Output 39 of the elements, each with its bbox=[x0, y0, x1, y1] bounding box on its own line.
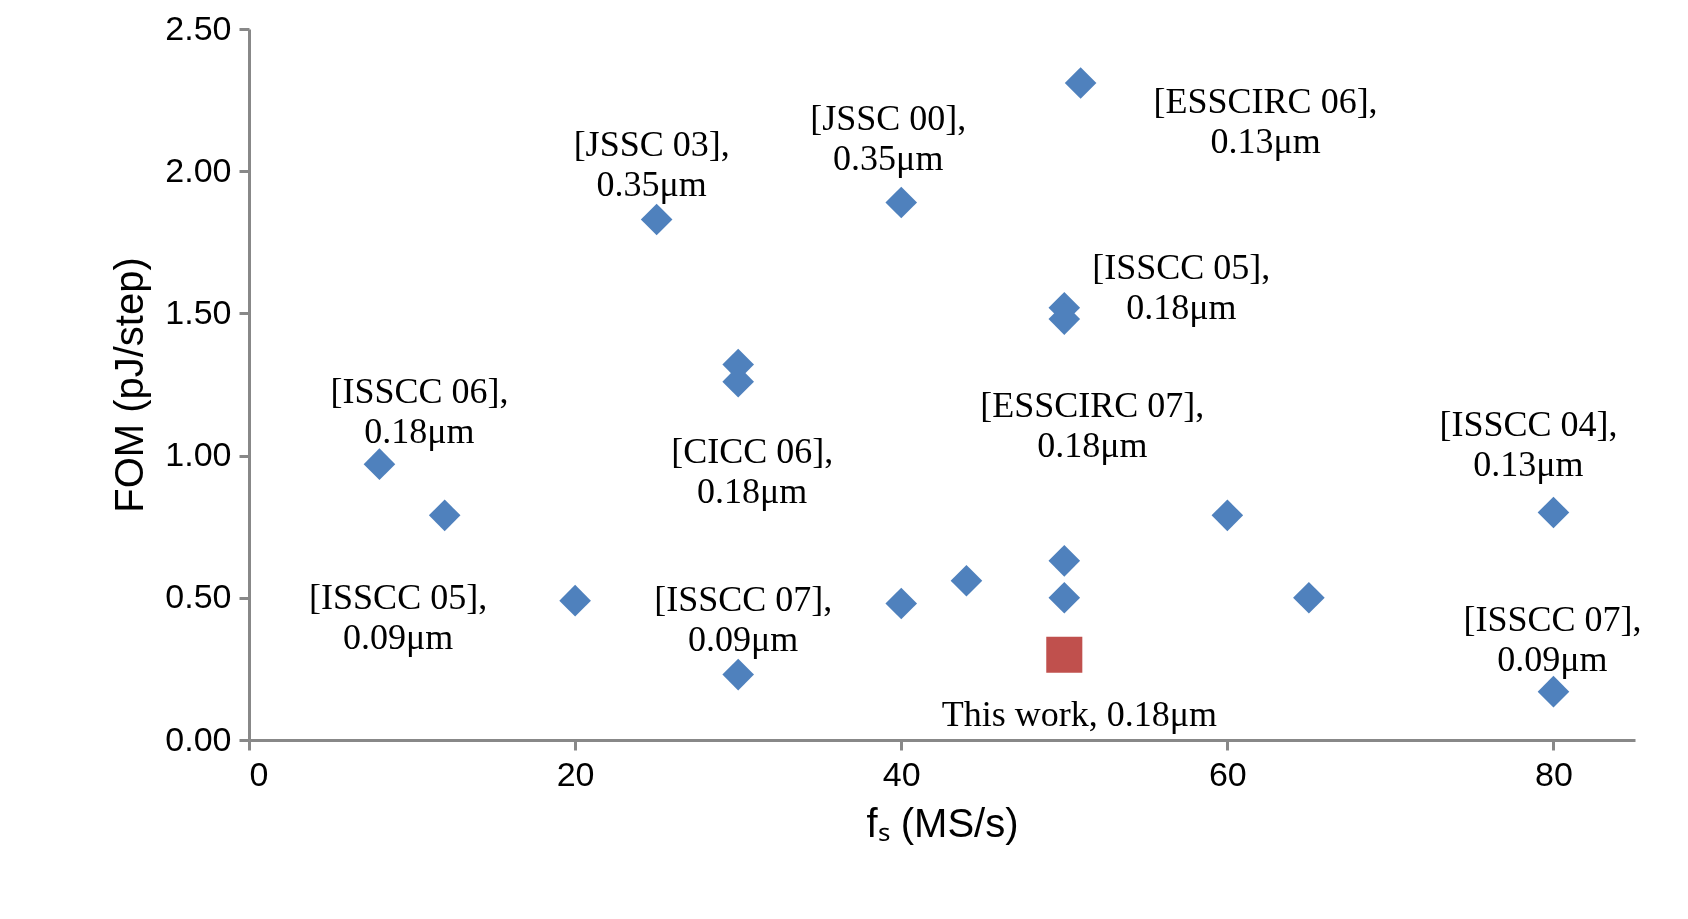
x-tick-label: 60 bbox=[1208, 754, 1247, 793]
y-tick-label: 2.00 bbox=[165, 150, 232, 189]
annotation: [ISSCC 05], 0.09μm bbox=[309, 576, 488, 657]
y-tick-label: 0.00 bbox=[165, 719, 232, 758]
point bbox=[1293, 581, 1325, 614]
annotation: [CICC 06], 0.18μm bbox=[671, 430, 834, 511]
point bbox=[1048, 581, 1081, 614]
annotation: [ISSCC 06], 0.18μm bbox=[330, 371, 509, 452]
y-tick-label: 2.50 bbox=[165, 8, 232, 47]
annotation: [ISSCC 05], 0.18μm bbox=[1092, 246, 1271, 327]
annotation: [ESSCIRC 07], 0.18μm bbox=[980, 384, 1205, 465]
y-axis-title: FOM (pJ/step) bbox=[107, 257, 152, 513]
x-axis-title: fₛ (MS/s) bbox=[866, 800, 1019, 845]
point bbox=[1064, 67, 1097, 99]
point bbox=[1537, 496, 1570, 529]
x-tick-label: 80 bbox=[1535, 754, 1573, 793]
point bbox=[722, 658, 754, 691]
point bbox=[559, 584, 591, 617]
point bbox=[1046, 636, 1083, 673]
point bbox=[1048, 545, 1081, 577]
x-tick-label: 20 bbox=[556, 754, 595, 793]
annotation: [ISSCC 07], 0.09μm bbox=[1463, 598, 1642, 679]
point bbox=[885, 587, 918, 620]
x-tick-label: 40 bbox=[882, 754, 921, 793]
y-tick-label: 0.50 bbox=[165, 577, 232, 616]
y-tick-label: 1.50 bbox=[165, 292, 232, 331]
point bbox=[640, 203, 673, 236]
annotation: This work, 0.18μm bbox=[941, 693, 1217, 734]
annotation: [ISSCC 04], 0.13μm bbox=[1439, 404, 1618, 485]
x-tick-label: 0 bbox=[249, 754, 269, 793]
annotation: [ESSCIRC 06], 0.13μm bbox=[1153, 81, 1378, 162]
annotation: [JSSC 03], 0.35μm bbox=[573, 123, 730, 204]
point bbox=[1211, 499, 1244, 532]
y-tick-label: 1.00 bbox=[165, 435, 232, 474]
annotation: [ISSCC 07], 0.09μm bbox=[654, 578, 833, 659]
annotation: [JSSC 00], 0.35μm bbox=[810, 98, 967, 179]
point bbox=[950, 564, 983, 597]
point bbox=[885, 186, 918, 219]
point bbox=[428, 499, 461, 532]
